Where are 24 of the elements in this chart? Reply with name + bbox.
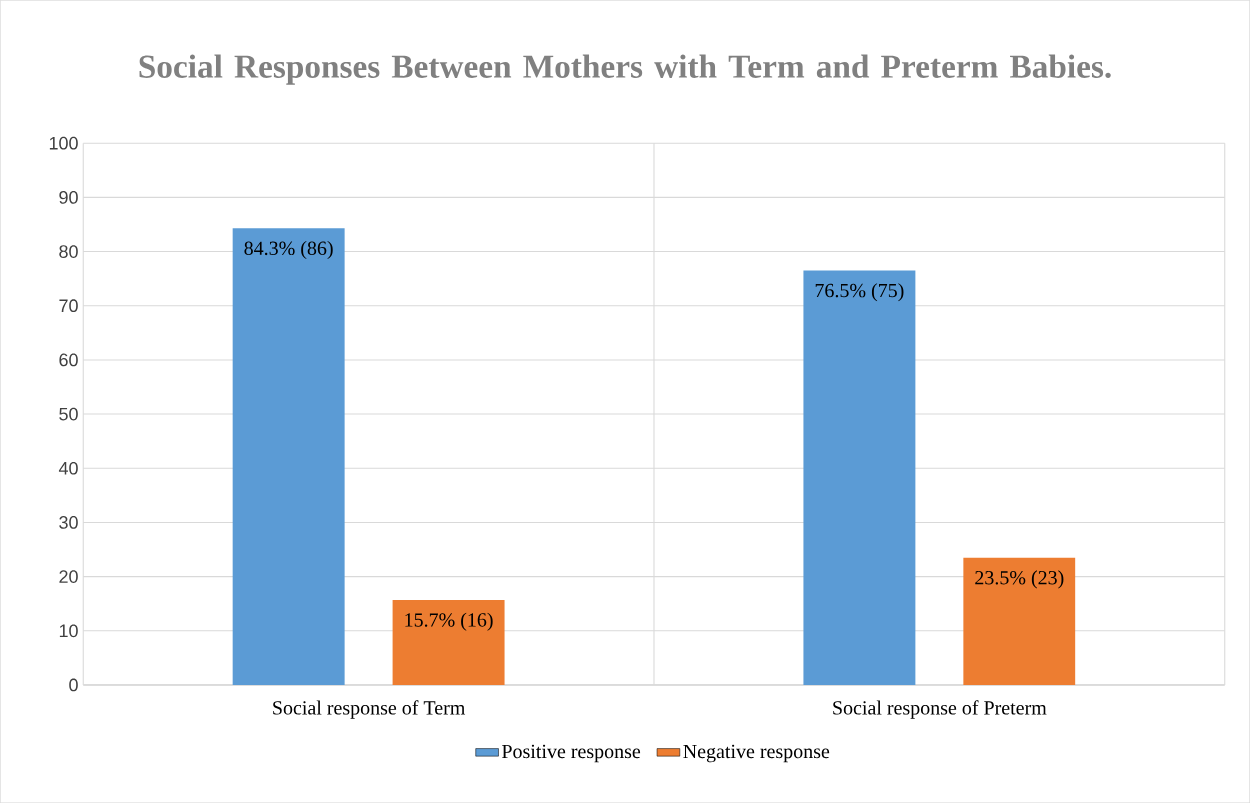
y-tick-label: 100 [49,136,78,150]
y-tick-label: 60 [59,353,78,367]
bar [803,270,916,685]
y-tick-label: 10 [59,624,78,638]
y-tick-label: 20 [59,570,78,583]
y-tick-label: 90 [59,190,78,204]
data-label: 23.5% (23) [975,570,1064,589]
y-tick-label: 70 [59,299,78,312]
y-tick-label: 30 [59,515,78,529]
bar [963,557,1076,685]
legend-label: Negative response [683,744,830,763]
bar [392,599,505,685]
data-label: 84.3% (86) [244,240,333,260]
x-tick-label: Social response of Preterm [833,700,1047,719]
y-tick-label: 40 [58,461,78,475]
bar [232,228,345,685]
chart-title: Social Responses Between Mothers with Term and Preterm Babies. [139,54,1111,85]
data-label: 76.5% (75) [815,283,904,302]
y-tick-label: 80 [59,245,78,258]
y-tick-label: 50 [59,407,78,421]
legend-label: Positive response [502,744,641,763]
data-label: 15.7% (16) [405,612,493,631]
y-tick-label: 0 [69,678,78,692]
x-tick-label: Social response of Term [273,700,466,719]
